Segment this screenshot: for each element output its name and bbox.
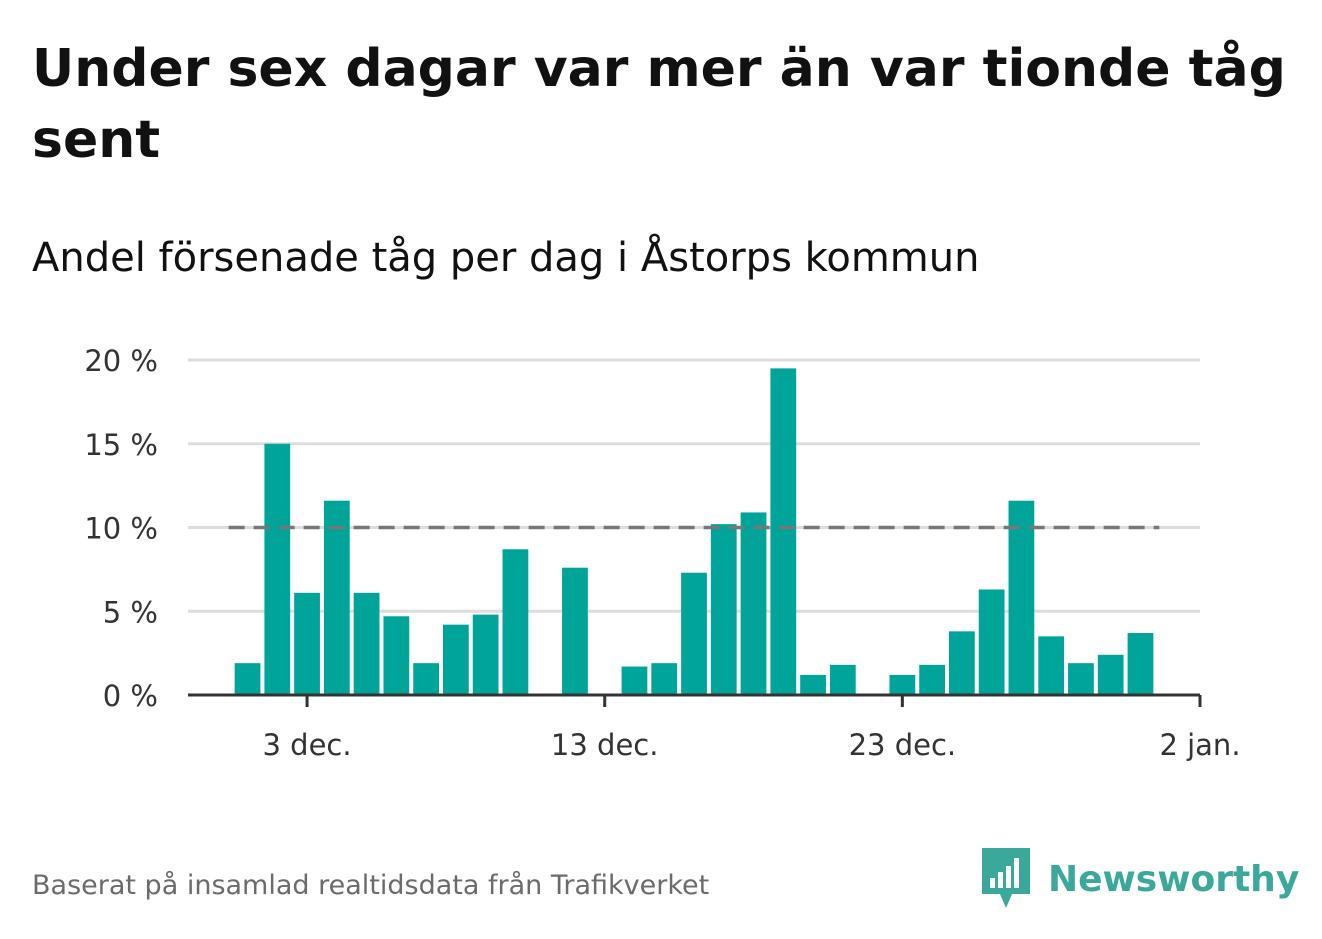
- logo-text: Newsworthy: [1048, 858, 1300, 900]
- x-axis: [188, 693, 1202, 707]
- chart-title: Under sex dagar var mer än var tionde tå…: [32, 39, 1286, 170]
- chart-subtitle: Andel försenade tåg per dag i Åstorps ko…: [32, 235, 980, 281]
- bar: [502, 549, 529, 695]
- bar: [949, 631, 975, 695]
- newsworthy-logo-icon: [982, 848, 1030, 908]
- bar: [1068, 663, 1094, 695]
- bar: [234, 663, 261, 695]
- x-axis-labels: 3 dec. 13 dec. 23 dec. 2 jan.: [263, 728, 1241, 762]
- x-tick-label: 23 dec.: [849, 728, 957, 762]
- newsworthy-logo: Newsworthy: [982, 848, 1299, 910]
- bar: [889, 674, 916, 695]
- y-tick-label: 15 %: [84, 428, 158, 462]
- bar: [264, 443, 291, 695]
- bar: [651, 663, 678, 695]
- bar: [323, 500, 350, 695]
- bar: [770, 368, 797, 695]
- bar: [978, 589, 1005, 695]
- bars: [234, 368, 1154, 695]
- bar: [1008, 500, 1035, 695]
- bar: [800, 674, 826, 695]
- bar: [621, 666, 648, 695]
- y-tick-label: 5 %: [103, 595, 158, 629]
- bar: [472, 614, 499, 695]
- y-axis-labels: 0 % 5 % 10 % 15 % 20 %: [84, 344, 158, 713]
- bar: [1038, 636, 1065, 695]
- bar: [829, 664, 856, 695]
- bar: [1097, 654, 1124, 695]
- x-tick-label: 13 dec.: [551, 728, 659, 762]
- bar: [1127, 633, 1154, 695]
- x-tick-label: 2 jan.: [1159, 728, 1240, 762]
- y-tick-label: 0 %: [103, 679, 158, 713]
- bar: [919, 664, 945, 695]
- y-tick-label: 20 %: [84, 344, 158, 378]
- bar: [413, 663, 439, 695]
- bar: [383, 616, 410, 695]
- source-note: Baserat på insamlad realtidsdata från Tr…: [32, 870, 710, 901]
- bar: [681, 572, 707, 695]
- bar: [710, 524, 737, 695]
- x-tick-label: 3 dec.: [263, 728, 352, 762]
- bar: [294, 592, 320, 695]
- bar: [443, 624, 469, 695]
- bar: [740, 512, 767, 695]
- y-tick-label: 10 %: [84, 512, 158, 546]
- bar-chart: 0 % 5 % 10 % 15 % 20 % 3 dec. 13 dec. 23 dec. 2…: [84, 344, 1241, 762]
- bar: [562, 567, 588, 695]
- bar: [353, 592, 380, 695]
